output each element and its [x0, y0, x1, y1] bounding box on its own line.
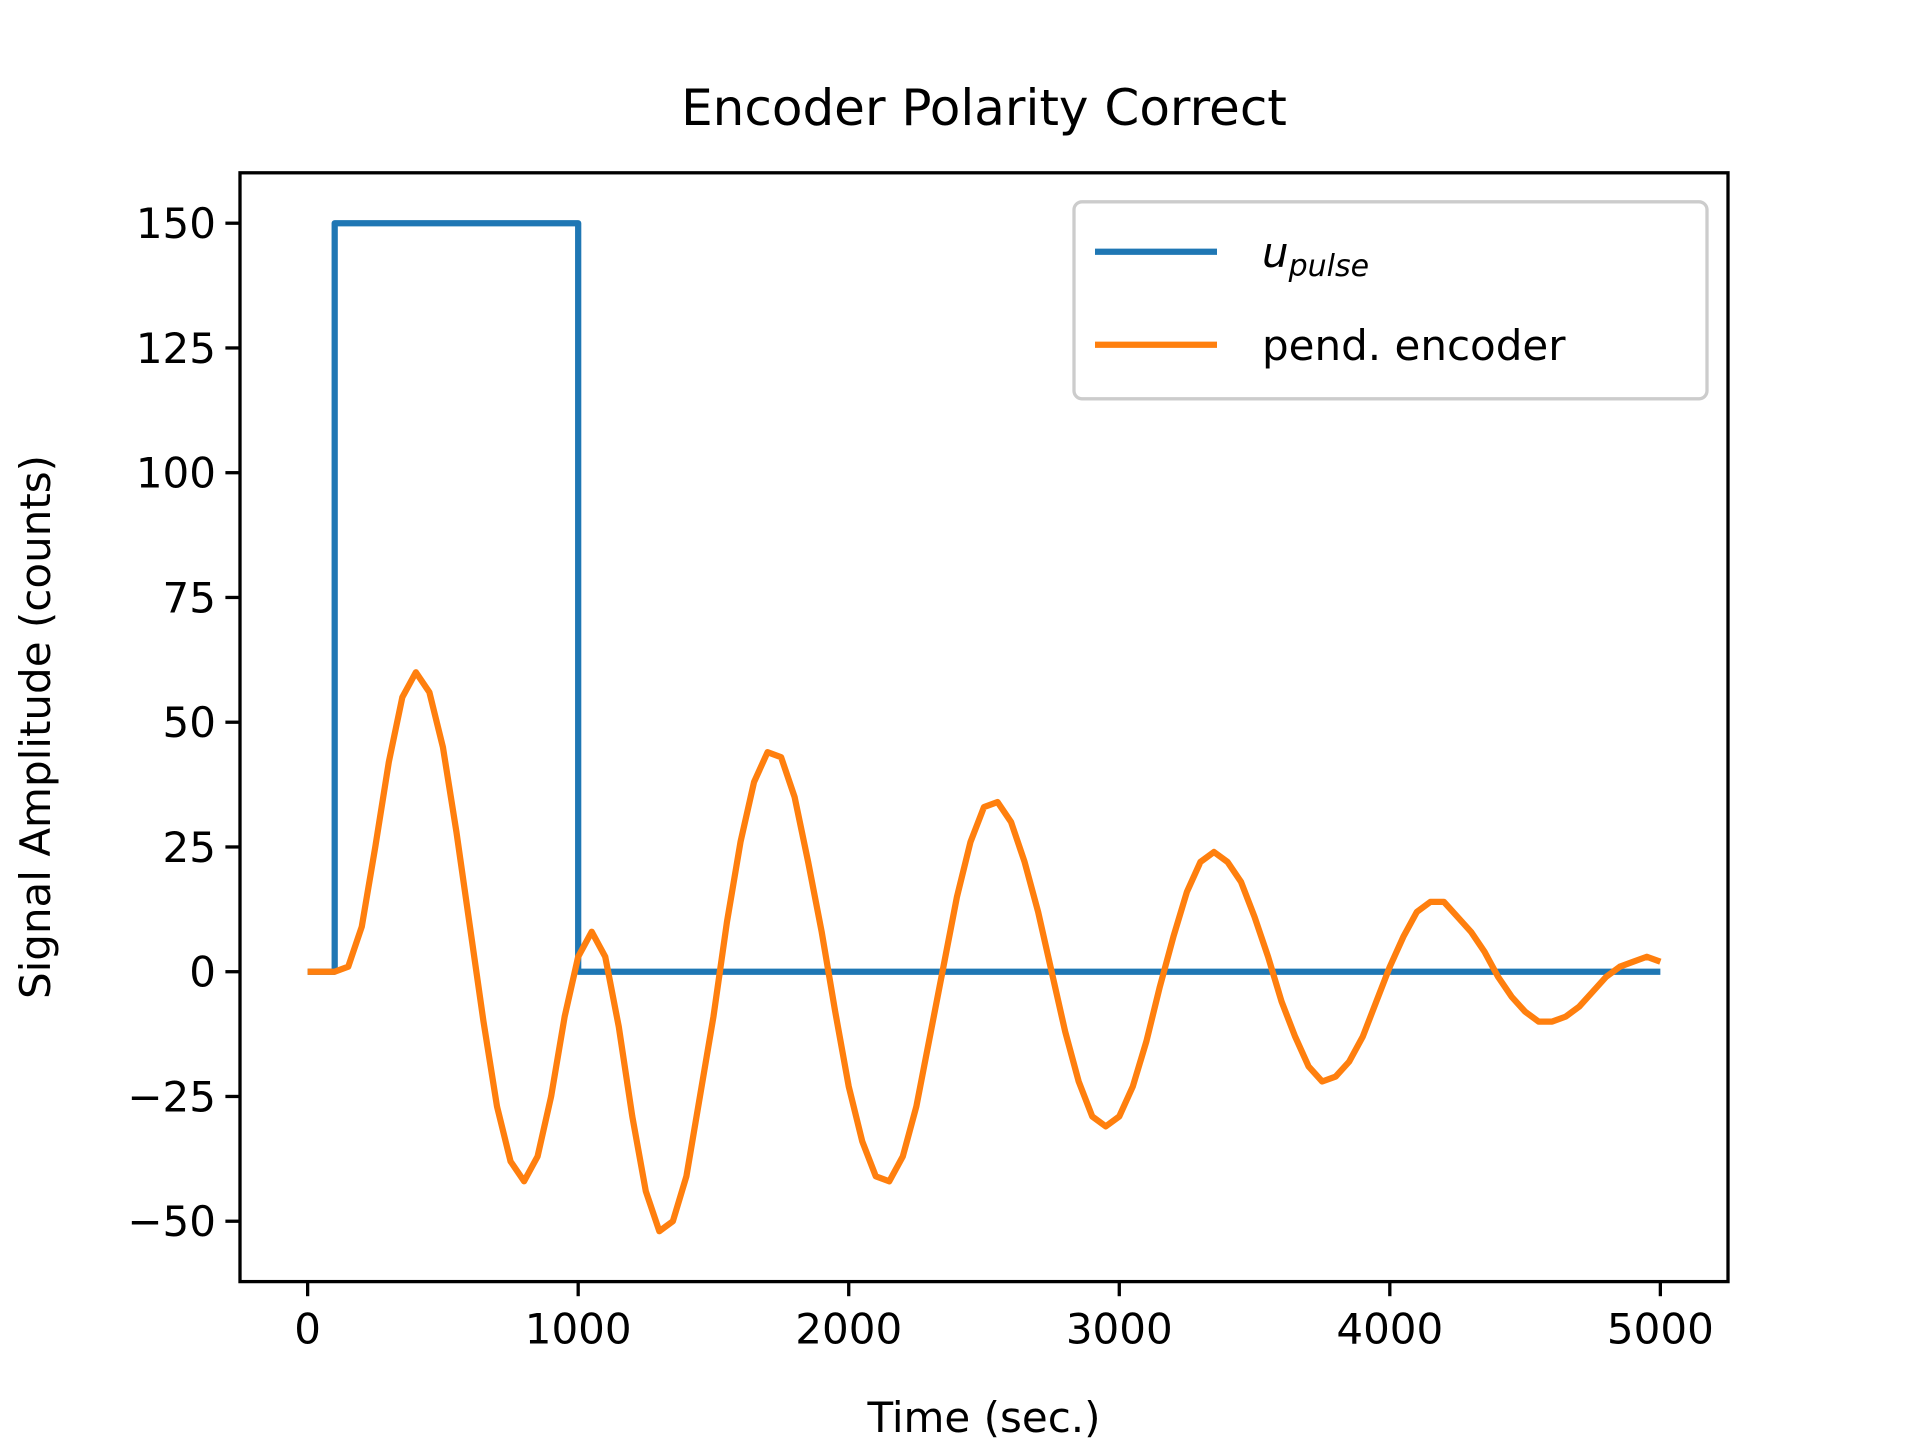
x-tick-label: 0: [294, 1305, 321, 1354]
x-tick-label: 3000: [1066, 1305, 1173, 1354]
y-tick-label: 0: [189, 948, 216, 997]
y-tick-label: 125: [136, 324, 216, 373]
y-axis-label: Signal Amplitude (counts): [11, 455, 60, 999]
y-tick-label: 50: [163, 698, 216, 747]
y-tick-label: 25: [163, 823, 216, 872]
legend-label-sub: pulse: [1288, 249, 1369, 284]
x-tick-label: 4000: [1336, 1305, 1443, 1354]
x-tick-label: 1000: [525, 1305, 632, 1354]
y-tick-label: −25: [127, 1072, 216, 1121]
data-line: [307, 669, 1662, 1235]
y-tick-label: −50: [127, 1197, 216, 1246]
x-tick-label: 2000: [795, 1305, 902, 1354]
chart-title: Encoder Polarity Correct: [681, 79, 1287, 137]
legend-label: pend. encoder: [1262, 321, 1566, 370]
y-tick-label: 150: [136, 199, 216, 248]
plot-frame: [238, 171, 1730, 1284]
y-tick-label: 75: [163, 573, 216, 622]
x-axis-label: Time (sec.): [866, 1393, 1100, 1440]
legend-box: [1072, 200, 1709, 401]
legend-label: upulse: [1262, 228, 1369, 284]
legend-label-main: u: [1262, 228, 1289, 277]
x-tick-label: 5000: [1607, 1305, 1714, 1354]
y-tick-label: 100: [136, 449, 216, 498]
